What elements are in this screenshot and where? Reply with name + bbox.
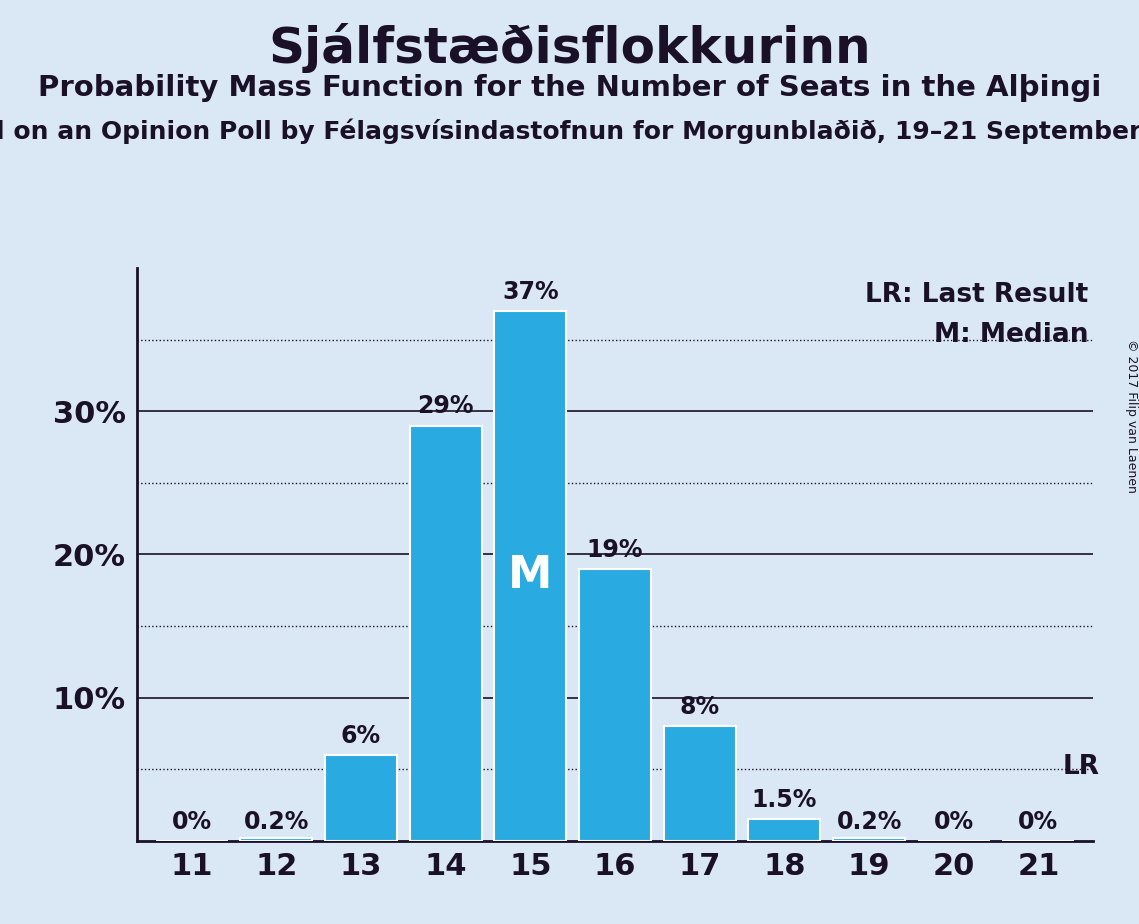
- Text: 37%: 37%: [502, 280, 559, 304]
- Text: LR: Last Result: LR: Last Result: [866, 283, 1089, 309]
- Text: 0.2%: 0.2%: [836, 809, 902, 833]
- Text: 0%: 0%: [934, 809, 974, 833]
- Bar: [748, 820, 820, 841]
- Text: M: Median: M: Median: [934, 322, 1089, 348]
- Text: 1.5%: 1.5%: [752, 788, 817, 812]
- Text: 29%: 29%: [418, 395, 474, 419]
- Bar: [579, 568, 652, 841]
- Text: 6%: 6%: [341, 723, 382, 748]
- Bar: [833, 838, 906, 841]
- Text: 0%: 0%: [172, 809, 212, 833]
- Bar: [664, 726, 736, 841]
- Text: 19%: 19%: [587, 538, 644, 562]
- Bar: [494, 310, 566, 841]
- Text: Sjálfstæðisflokkurinn: Sjálfstæðisflokkurinn: [268, 23, 871, 73]
- Text: 0.2%: 0.2%: [244, 809, 309, 833]
- Bar: [325, 755, 398, 841]
- Bar: [410, 425, 482, 841]
- Text: 0%: 0%: [1018, 809, 1058, 833]
- Text: 8%: 8%: [680, 695, 720, 719]
- Text: M: M: [508, 554, 552, 598]
- Bar: [240, 838, 312, 841]
- Text: © 2017 Filip van Laenen: © 2017 Filip van Laenen: [1124, 339, 1138, 492]
- Text: LR: LR: [1063, 754, 1099, 781]
- Text: Based on an Opinion Poll by Félagsvísindastofnun for Morgunblaðið, 19–21 Septemb: Based on an Opinion Poll by Félagsvísind…: [0, 118, 1139, 144]
- Text: Probability Mass Function for the Number of Seats in the Alþingi: Probability Mass Function for the Number…: [38, 74, 1101, 102]
